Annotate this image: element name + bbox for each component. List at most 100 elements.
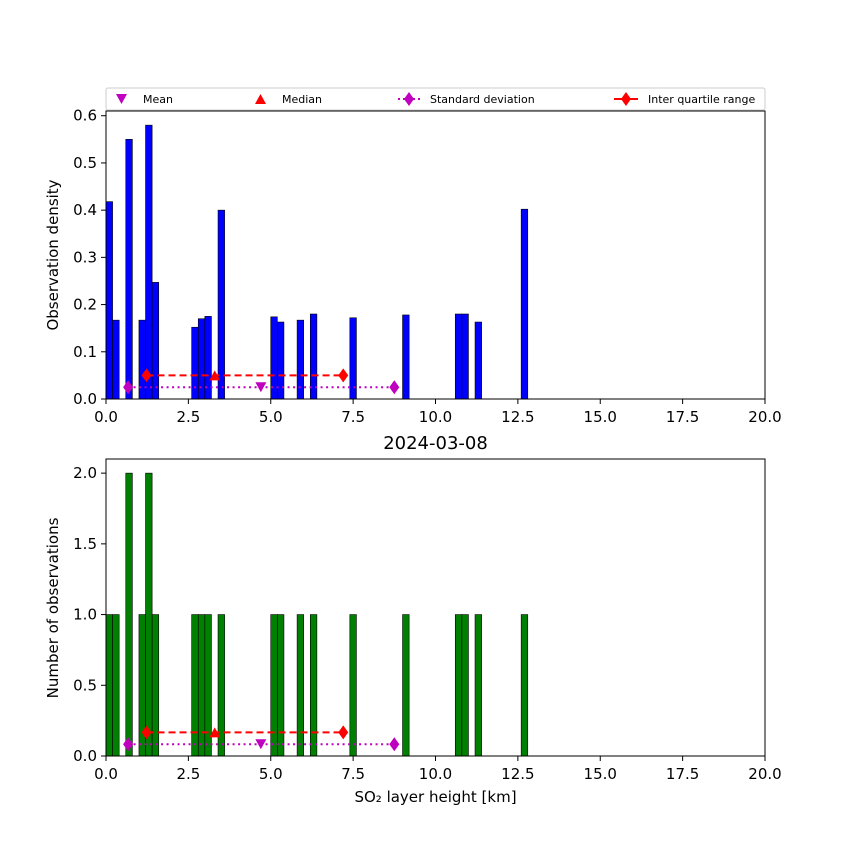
legend-median-marker bbox=[255, 94, 266, 104]
density-y-tick-label: 0.1 bbox=[73, 343, 97, 361]
count-bar bbox=[191, 614, 199, 757]
density-bar bbox=[217, 209, 225, 400]
density-y-axis: 0.0 0.1 0.2 0.3 0.4 0.5 0.6 bbox=[73, 107, 106, 408]
density-iqr-marker bbox=[338, 368, 349, 383]
count-y-tick-label: 0.5 bbox=[73, 676, 97, 694]
count-bar bbox=[296, 614, 304, 757]
count-x-tick-label: 12.5 bbox=[501, 765, 534, 783]
count-bar bbox=[270, 614, 278, 757]
density-bar bbox=[474, 321, 482, 400]
density-bars bbox=[105, 124, 529, 400]
count-x-tick-label: 0.0 bbox=[94, 765, 118, 783]
density-bar bbox=[125, 139, 133, 400]
legend-std-label: Standard deviation bbox=[430, 93, 535, 106]
count-x-tick-label: 20.0 bbox=[748, 765, 781, 783]
density-median-marker bbox=[209, 370, 221, 381]
count-std-marker bbox=[389, 737, 400, 752]
density-histogram-axes: Observation density 0.0 2.5 5.0 7.5 10.0 12.5… bbox=[44, 107, 782, 426]
count-bar bbox=[217, 614, 225, 757]
density-x-tick-label: 5.0 bbox=[259, 408, 283, 426]
density-x-tick-label: 12.5 bbox=[501, 408, 534, 426]
legend-entry-inter-quartile-range: Inter quartile range bbox=[614, 92, 755, 106]
count-bar bbox=[309, 614, 318, 757]
count-histogram-axes: 2024-03-08 Number of observations SO₂ la… bbox=[44, 433, 782, 806]
count-y-axis-label: Number of observations bbox=[44, 517, 62, 698]
count-bars bbox=[105, 472, 529, 757]
density-statistics bbox=[123, 368, 400, 395]
density-bar bbox=[461, 313, 469, 400]
legend-iqr-marker bbox=[621, 92, 631, 106]
density-x-tick-label: 10.0 bbox=[419, 408, 452, 426]
density-y-tick-label: 0.4 bbox=[73, 201, 97, 219]
count-x-tick-label: 10.0 bbox=[419, 765, 452, 783]
density-x-tick-label: 15.0 bbox=[584, 408, 617, 426]
count-bar bbox=[151, 614, 160, 757]
legend-entry-median: Median bbox=[255, 93, 322, 106]
density-y-axis-label: Observation density bbox=[44, 179, 62, 330]
count-chart-title: 2024-03-08 bbox=[383, 433, 488, 454]
density-bar bbox=[112, 319, 120, 400]
legend-frame bbox=[105, 87, 766, 111]
density-bar bbox=[454, 313, 463, 400]
density-bar bbox=[402, 314, 410, 400]
density-std-marker bbox=[389, 380, 400, 395]
count-y-tick-label: 0.0 bbox=[73, 747, 97, 765]
count-bar bbox=[520, 614, 529, 757]
count-bar bbox=[461, 614, 469, 757]
density-std-marker bbox=[123, 380, 134, 395]
count-x-axis: 0.0 2.5 5.0 7.5 10.0 12.5 15.0 17.5 20.0 bbox=[94, 756, 782, 783]
count-x-tick-label: 17.5 bbox=[666, 765, 699, 783]
count-iqr-marker bbox=[338, 725, 349, 740]
legend-entry-standard-deviation: Standard deviation bbox=[398, 92, 535, 106]
count-bar bbox=[105, 614, 113, 757]
count-x-tick-label: 5.0 bbox=[259, 765, 283, 783]
density-y-tick-label: 0.2 bbox=[73, 296, 97, 314]
count-iqr-marker bbox=[141, 725, 152, 740]
legend-entry-mean: Mean bbox=[116, 93, 173, 106]
density-y-tick-label: 0.5 bbox=[73, 154, 97, 172]
count-bar bbox=[402, 614, 410, 757]
legend-iqr-label: Inter quartile range bbox=[648, 93, 755, 106]
count-y-axis: 0.0 0.5 1.0 1.5 2.0 bbox=[73, 464, 106, 765]
density-mean-marker bbox=[255, 382, 267, 393]
count-statistics bbox=[123, 725, 400, 752]
density-bar bbox=[191, 326, 199, 400]
legend-std-marker bbox=[404, 92, 414, 106]
count-x-tick-label: 2.5 bbox=[176, 765, 200, 783]
count-std-marker bbox=[123, 737, 134, 752]
count-median-marker bbox=[209, 727, 221, 738]
count-bar bbox=[125, 472, 133, 757]
count-x-axis-label: SO₂ layer height [km] bbox=[354, 788, 516, 806]
count-bar bbox=[112, 614, 120, 757]
count-x-tick-label: 7.5 bbox=[341, 765, 365, 783]
density-bar bbox=[105, 201, 113, 400]
density-iqr-marker bbox=[141, 368, 152, 383]
density-x-axis: 0.0 2.5 5.0 7.5 10.0 12.5 15.0 17.5 20.0 bbox=[94, 399, 782, 426]
density-y-tick-label: 0.3 bbox=[73, 248, 97, 266]
count-bar bbox=[454, 614, 463, 757]
density-y-tick-label: 0.6 bbox=[73, 107, 97, 125]
legend-mean-marker bbox=[116, 94, 127, 104]
count-x-tick-label: 15.0 bbox=[584, 765, 617, 783]
density-bar bbox=[520, 208, 529, 400]
density-y-tick-label: 0.0 bbox=[73, 390, 97, 408]
density-bar bbox=[145, 124, 153, 400]
count-bar bbox=[349, 614, 357, 757]
count-bar bbox=[277, 614, 285, 757]
count-y-tick-label: 1.0 bbox=[73, 606, 97, 624]
density-x-tick-label: 0.0 bbox=[94, 408, 118, 426]
count-bar bbox=[197, 614, 206, 757]
density-x-tick-label: 7.5 bbox=[341, 408, 365, 426]
legend-median-label: Median bbox=[282, 93, 322, 106]
count-bar bbox=[145, 472, 153, 757]
density-x-tick-label: 2.5 bbox=[176, 408, 200, 426]
density-x-tick-label: 17.5 bbox=[666, 408, 699, 426]
legend-mean-label: Mean bbox=[143, 93, 173, 106]
density-bar bbox=[151, 282, 160, 400]
count-bar bbox=[474, 614, 482, 757]
count-y-tick-label: 1.5 bbox=[73, 535, 97, 553]
count-mean-marker bbox=[255, 739, 267, 750]
density-x-tick-label: 20.0 bbox=[748, 408, 781, 426]
count-bar bbox=[204, 614, 212, 757]
